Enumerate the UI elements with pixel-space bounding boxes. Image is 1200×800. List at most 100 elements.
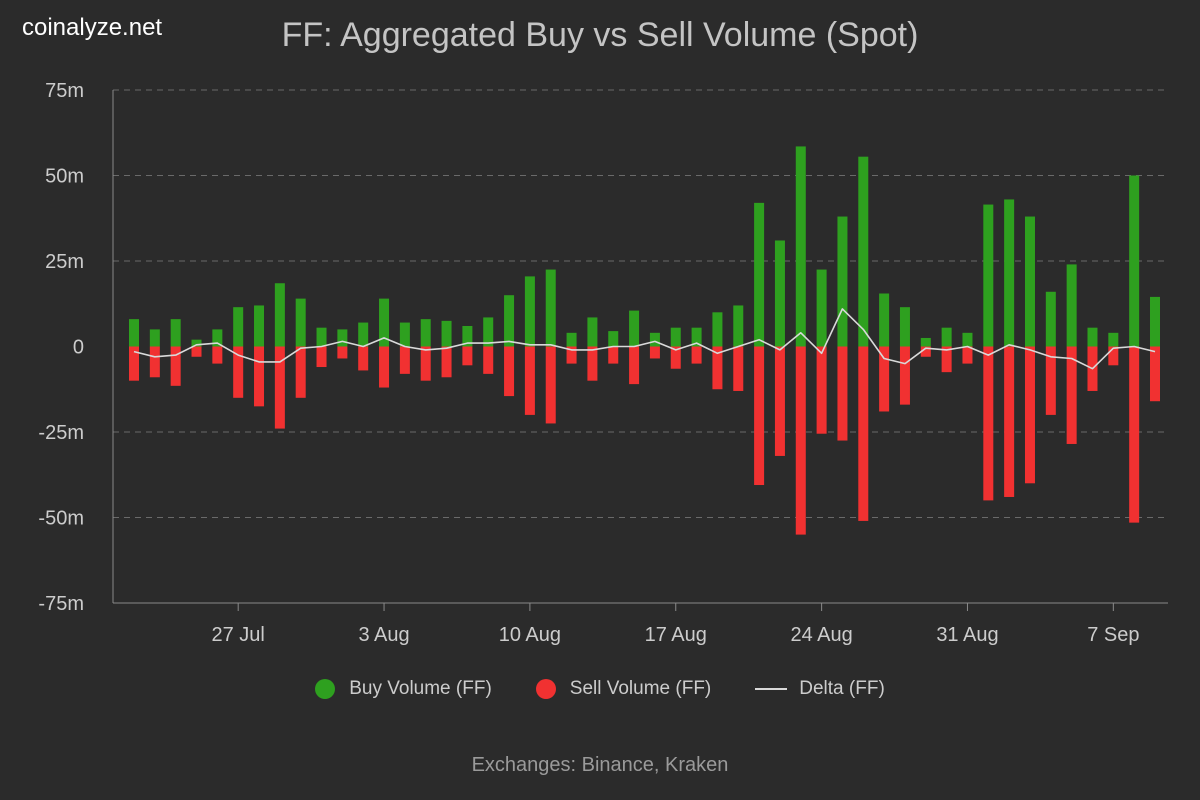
buy-volume-bar[interactable] xyxy=(129,319,139,347)
sell-volume-bar[interactable] xyxy=(1004,346,1015,497)
buy-volume-bar[interactable] xyxy=(524,276,535,347)
sell-volume-bar[interactable] xyxy=(358,346,369,371)
buy-volume-bar[interactable] xyxy=(212,329,223,347)
sell-volume-bar[interactable] xyxy=(212,346,223,364)
buy-volume-bar[interactable] xyxy=(712,312,723,347)
sell-volume-bar[interactable] xyxy=(504,346,515,397)
sell-volume-bar[interactable] xyxy=(795,346,806,535)
buy-volume-bar[interactable] xyxy=(170,319,181,347)
sell-volume-bar[interactable] xyxy=(483,346,494,374)
sell-volume-bar[interactable] xyxy=(712,346,723,390)
buy-volume-bar[interactable] xyxy=(295,298,306,347)
sell-volume-bar[interactable] xyxy=(754,346,765,486)
sell-volume-bar[interactable] xyxy=(441,346,452,378)
buy-volume-bar[interactable] xyxy=(233,307,244,347)
buy-volume-bar[interactable] xyxy=(566,332,577,347)
sell-volume-bar[interactable] xyxy=(524,346,535,415)
legend-item-buy[interactable]: Buy Volume (FF) xyxy=(315,678,492,700)
sell-volume-bar[interactable] xyxy=(587,346,598,381)
sell-volume-bar[interactable] xyxy=(149,346,160,378)
sell-volume-bar[interactable] xyxy=(1066,346,1077,444)
buy-volume-bar[interactable] xyxy=(545,269,556,347)
sell-volume-bar[interactable] xyxy=(899,346,910,405)
sell-volume-bar[interactable] xyxy=(983,346,994,501)
sell-volume-bar[interactable] xyxy=(920,346,931,357)
buy-volume-bar[interactable] xyxy=(462,325,473,347)
sell-volume-bar[interactable] xyxy=(608,346,619,364)
sell-volume-bar[interactable] xyxy=(420,346,431,381)
buy-volume-bar[interactable] xyxy=(441,320,452,347)
sell-volume-bar[interactable] xyxy=(774,346,785,456)
buy-volume-bar[interactable] xyxy=(774,240,785,347)
sell-volume-bar[interactable] xyxy=(337,346,348,359)
brand-logo-text[interactable]: coinalyze.net xyxy=(22,14,163,41)
buy-volume-bar[interactable] xyxy=(1004,199,1015,347)
sell-volume-bar[interactable] xyxy=(191,346,202,357)
delta-line[interactable] xyxy=(133,308,1156,370)
buy-volume-bar[interactable] xyxy=(837,216,848,347)
buy-volume-bar[interactable] xyxy=(316,327,327,347)
buy-volume-bar[interactable] xyxy=(1066,264,1077,347)
sell-volume-bar[interactable] xyxy=(1045,346,1056,415)
sell-volume-bar[interactable] xyxy=(649,346,660,359)
sell-volume-bar[interactable] xyxy=(1129,346,1140,523)
sell-volume-bar[interactable] xyxy=(670,346,681,369)
buy-volume-bar[interactable] xyxy=(795,146,806,347)
buy-volume-bar[interactable] xyxy=(629,310,640,347)
buy-volume-bar[interactable] xyxy=(1108,332,1119,347)
sell-volume-bar[interactable] xyxy=(858,346,869,521)
buy-volume-bar[interactable] xyxy=(816,269,827,347)
legend-item-sell[interactable]: Sell Volume (FF) xyxy=(535,678,711,700)
sell-volume-bar[interactable] xyxy=(274,346,285,429)
buy-volume-bar[interactable] xyxy=(483,317,494,347)
buy-volume-bar[interactable] xyxy=(733,305,744,347)
sell-volume-bar[interactable] xyxy=(733,346,744,391)
sell-volume-bar[interactable] xyxy=(399,346,410,374)
buy-volume-bar[interactable] xyxy=(920,337,931,347)
buy-volume-bar[interactable] xyxy=(254,305,265,347)
buy-volume-bar[interactable] xyxy=(899,307,910,347)
sell-volume-bar[interactable] xyxy=(879,346,890,412)
buy-volume-bar[interactable] xyxy=(337,329,348,347)
sell-volume-bar[interactable] xyxy=(691,346,702,364)
sell-volume-bar[interactable] xyxy=(295,346,306,398)
sell-volume-bar[interactable] xyxy=(233,346,244,398)
sell-volume-bar[interactable] xyxy=(316,346,327,368)
buy-volume-bar[interactable] xyxy=(149,329,160,347)
buy-volume-bar[interactable] xyxy=(879,293,890,347)
buy-volume-bar[interactable] xyxy=(191,339,202,347)
buy-volume-bar[interactable] xyxy=(1045,291,1056,347)
sell-volume-bar[interactable] xyxy=(1108,346,1119,366)
sell-volume-bar[interactable] xyxy=(837,346,848,441)
buy-volume-bar[interactable] xyxy=(399,322,410,347)
sell-volume-bar[interactable] xyxy=(1024,346,1035,484)
buy-volume-bar[interactable] xyxy=(754,202,765,347)
sell-volume-bar[interactable] xyxy=(1150,346,1160,402)
buy-volume-bar[interactable] xyxy=(983,204,994,347)
buy-volume-bar[interactable] xyxy=(379,298,390,347)
buy-volume-bar[interactable] xyxy=(274,283,285,347)
legend-item-delta[interactable]: Delta (FF) xyxy=(755,678,885,700)
sell-volume-bar[interactable] xyxy=(170,346,181,386)
sell-volume-bar[interactable] xyxy=(962,346,973,364)
buy-volume-bar[interactable] xyxy=(420,319,431,347)
buy-volume-bar[interactable] xyxy=(1024,216,1035,347)
sell-volume-bar[interactable] xyxy=(566,346,577,364)
buy-volume-bar[interactable] xyxy=(608,331,619,347)
buy-volume-bar[interactable] xyxy=(691,327,702,347)
buy-volume-bar[interactable] xyxy=(670,327,681,347)
sell-volume-bar[interactable] xyxy=(816,346,827,434)
buy-volume-bar[interactable] xyxy=(1129,175,1140,347)
buy-volume-bar[interactable] xyxy=(504,295,515,347)
buy-volume-bar[interactable] xyxy=(649,332,660,347)
buy-volume-bar[interactable] xyxy=(941,327,952,347)
buy-volume-bar[interactable] xyxy=(858,156,869,347)
sell-volume-bar[interactable] xyxy=(254,346,265,407)
buy-volume-bar[interactable] xyxy=(358,322,369,347)
buy-volume-bar[interactable] xyxy=(1150,296,1160,347)
buy-volume-bar[interactable] xyxy=(587,317,598,347)
buy-volume-bar[interactable] xyxy=(962,332,973,347)
sell-volume-bar[interactable] xyxy=(629,346,640,385)
sell-volume-bar[interactable] xyxy=(379,346,390,388)
sell-volume-bar[interactable] xyxy=(545,346,556,424)
